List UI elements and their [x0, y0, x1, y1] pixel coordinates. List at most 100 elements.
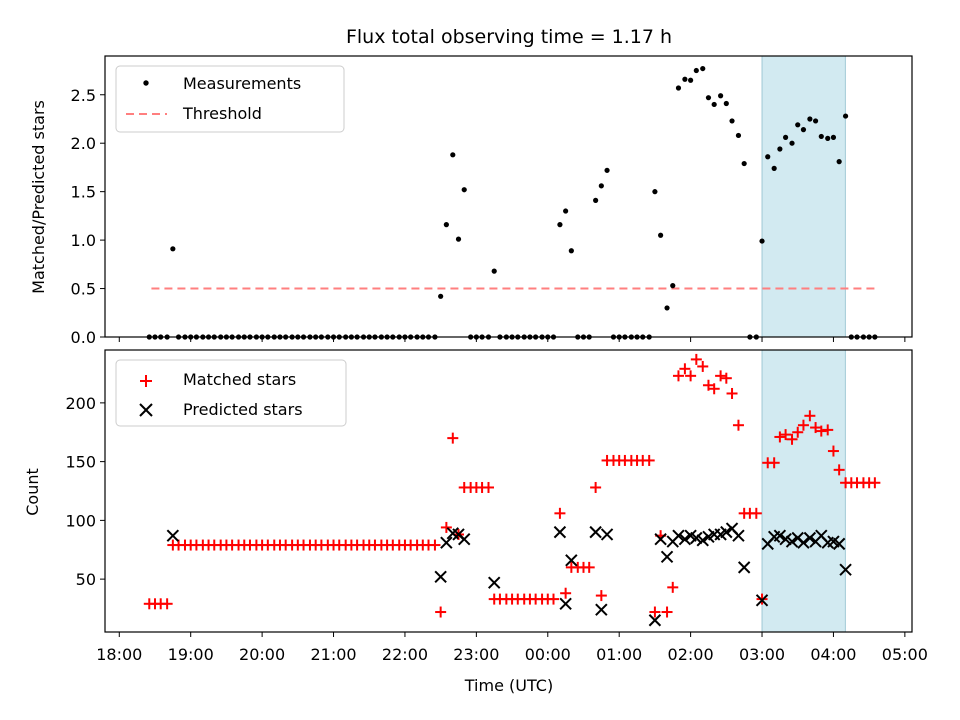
matched-star-point [786, 433, 798, 445]
predicted-stars-points [166, 522, 852, 627]
legend-predicted-marker [139, 403, 153, 417]
top-y-ticks: 0.0 0.5 1.0 1.5 2.0 2.5 [71, 86, 105, 347]
top-shaded-region [761, 55, 846, 338]
measurement-point [443, 222, 449, 228]
top-y-axis-label: Matched/Predicted stars [29, 100, 48, 294]
bottom-y-ticks: 50 100 150 200 [65, 394, 105, 589]
predicted-star-point [553, 525, 567, 539]
predicted-star-point [440, 536, 453, 549]
matched-star-point [447, 432, 459, 444]
matched-star-point [720, 372, 732, 384]
matched-star-point [667, 581, 679, 593]
predicted-star-point [803, 531, 817, 545]
predicted-star-point [166, 529, 180, 542]
x-tick-label: 21:00 [310, 645, 356, 664]
legend-predicted-label: Predicted stars [183, 400, 303, 419]
legend-measurements-label: Measurements [183, 74, 301, 93]
measurement-point [675, 85, 682, 91]
matched-star-point [792, 426, 804, 438]
matched-star-point [554, 507, 566, 519]
measurement-point [700, 65, 706, 72]
measurement-point [450, 152, 456, 158]
matched-star-point [750, 507, 762, 519]
x-tick-label: 18:00 [96, 645, 142, 664]
x-tick-label: 05:00 [882, 645, 928, 664]
predicted-star-point [832, 537, 846, 551]
measurement-point [782, 134, 789, 140]
measurement-point [693, 67, 699, 74]
matched-star-point [815, 425, 827, 437]
measurement-point [563, 208, 569, 214]
x-tick-label: 19:00 [168, 645, 214, 664]
matched-star-point [643, 454, 655, 466]
matched-star-point [590, 481, 602, 493]
predicted-star-point [458, 532, 471, 546]
predicted-star-point [732, 529, 745, 542]
x-tick-label: 23:00 [453, 645, 499, 664]
measurement-point [825, 135, 831, 141]
top-x-ticks [118, 337, 906, 342]
measurement-point [795, 122, 801, 128]
y-tick-label: 1.5 [71, 183, 96, 202]
matched-star-point [161, 598, 173, 610]
matched-star-point [869, 477, 881, 489]
x-tick-label: 22:00 [382, 645, 428, 664]
bottom-legend-box [115, 359, 347, 427]
matched-star-point [583, 561, 595, 573]
matched-star-point [822, 424, 834, 436]
measurement-point [438, 293, 444, 299]
measurement-point [830, 134, 837, 140]
predicted-star-point [559, 597, 572, 611]
matched-star-point [833, 464, 845, 476]
y-tick-label: 0.0 [71, 328, 96, 347]
x-axis-label: Time (UTC) [464, 676, 553, 695]
matched-star-point [732, 419, 744, 431]
measurement-point [765, 154, 771, 160]
measurement-point [664, 305, 670, 311]
predicted-star-point [488, 576, 501, 589]
predicted-star-point [434, 570, 447, 583]
measurement-point [711, 101, 717, 108]
predicted-star-point [600, 528, 614, 541]
measurement-point [735, 132, 742, 139]
y-tick-label: 50 [76, 570, 96, 589]
y-tick-label: 1.0 [71, 231, 96, 250]
predicted-star-point [779, 532, 792, 546]
x-tick-label: 02:00 [668, 645, 714, 664]
predicted-star-point [654, 532, 667, 546]
top-legend-box [115, 65, 345, 133]
matched-star-point [595, 590, 607, 602]
predicted-star-point [660, 550, 674, 564]
y-tick-label: 150 [65, 453, 96, 472]
predicted-star-point [773, 529, 787, 542]
predicted-star-point [678, 532, 692, 546]
matched-star-point [483, 481, 495, 493]
legend-threshold-label: Threshold [182, 104, 262, 123]
x-tick-label: 03:00 [739, 645, 785, 664]
measurement-point [568, 248, 574, 254]
predicted-star-point [797, 536, 810, 549]
measurement-point [807, 116, 813, 122]
matched-star-point [810, 422, 822, 434]
predicted-star-point [565, 554, 578, 567]
measurement-point [688, 77, 694, 83]
predicted-star-point [690, 531, 703, 545]
matched-star-point [774, 431, 786, 443]
bottom-shaded-region [761, 349, 846, 633]
measurement-point [170, 246, 176, 252]
legend-matched-marker [140, 375, 152, 387]
measurement-point [818, 133, 824, 140]
chart-title: Flux total observing time = 1.17 h [346, 26, 672, 48]
matched-star-point [429, 539, 441, 551]
predicted-star-point [785, 535, 799, 548]
measurement-point [771, 165, 777, 171]
predicted-star-point [839, 563, 852, 576]
measurement-point [670, 283, 676, 289]
matched-star-point [661, 606, 673, 618]
predicted-star-point [696, 534, 709, 547]
measurement-point [682, 76, 688, 82]
x-tick-label: 00:00 [525, 645, 571, 664]
bottom-y-axis-label: Count [23, 468, 42, 516]
matched-star-point [690, 353, 702, 365]
